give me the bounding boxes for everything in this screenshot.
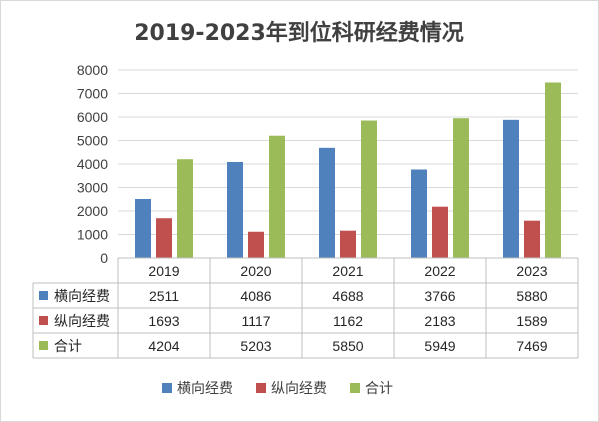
bar-合计-2019 <box>177 159 193 258</box>
y-axis: 0 1000 2000 3000 4000 5000 6000 7000 8000 <box>77 62 108 266</box>
legend-label: 横向经费 <box>177 381 233 397</box>
table-cell: 1589 <box>516 313 547 329</box>
table-row-label: 合计 <box>54 339 82 355</box>
table-cell: 7469 <box>516 338 547 354</box>
bar-横向经费-2019 <box>135 198 151 258</box>
y-tick-label: 7000 <box>77 86 108 102</box>
x-tick-label: 2023 <box>516 263 547 279</box>
bar-合计-2021 <box>361 120 377 259</box>
y-tick-label: 0 <box>100 250 108 266</box>
table-cell: 5203 <box>240 338 271 354</box>
table-cell: 2183 <box>424 313 455 329</box>
table-cell: 1117 <box>241 313 270 329</box>
x-tick-label: 2019 <box>148 263 179 279</box>
legend: 横向经费 纵向经费 合计 <box>162 381 393 397</box>
x-tick-label: 2022 <box>424 263 455 279</box>
x-tick-label: 2020 <box>240 263 271 279</box>
legend-swatch <box>256 383 266 393</box>
bar-纵向经费-2022 <box>432 206 448 258</box>
table-cell: 4688 <box>332 288 363 304</box>
x-tick-label: 2021 <box>332 263 363 279</box>
chart-title: 2019-2023年到位科研经费情况 <box>134 20 464 46</box>
table-legend-key <box>39 291 48 300</box>
data-table: 2019 2020 2021 2022 2023 横向经费 2511 4086 4688 3766… <box>32 257 579 359</box>
table-cell: 3766 <box>424 288 455 304</box>
bar-横向经费-2023 <box>503 119 519 258</box>
y-tick-label: 1000 <box>77 227 108 243</box>
table-cell: 4086 <box>240 288 271 304</box>
table-cell: 4204 <box>148 338 179 354</box>
bar-纵向经费-2021 <box>340 230 356 258</box>
table-cell: 5949 <box>424 338 455 354</box>
y-tick-label: 3000 <box>77 180 108 196</box>
y-tick-label: 4000 <box>77 156 108 172</box>
bar-横向经费-2020 <box>227 161 243 258</box>
bar-纵向经费-2020 <box>248 231 264 258</box>
y-tick-label: 2000 <box>77 203 108 219</box>
table-cell: 1162 <box>333 313 363 329</box>
legend-label: 合计 <box>365 381 393 397</box>
legend-swatch <box>350 383 360 393</box>
bar-合计-2020 <box>269 135 285 258</box>
table-cell: 5880 <box>516 288 547 304</box>
table-cell: 5850 <box>332 338 363 354</box>
table-legend-key <box>39 341 48 350</box>
table-cell: 1693 <box>148 313 179 329</box>
bar-纵向经费-2023 <box>524 220 540 258</box>
table-legend-key <box>39 316 48 325</box>
bar-横向经费-2022 <box>411 169 427 258</box>
table-row-label: 纵向经费 <box>54 314 110 330</box>
bar-合计-2022 <box>453 118 469 258</box>
y-tick-label: 5000 <box>77 133 108 149</box>
y-tick-label: 6000 <box>77 109 108 125</box>
bar-合计-2023 <box>545 82 561 258</box>
legend-swatch <box>162 383 172 393</box>
legend-label: 纵向经费 <box>271 381 327 397</box>
bars <box>135 82 561 259</box>
bar-纵向经费-2019 <box>156 218 172 258</box>
y-tick-label: 8000 <box>77 62 108 78</box>
table-cell: 2511 <box>149 288 179 304</box>
bar-横向经费-2021 <box>319 147 335 258</box>
table-row-label: 横向经费 <box>54 289 110 305</box>
